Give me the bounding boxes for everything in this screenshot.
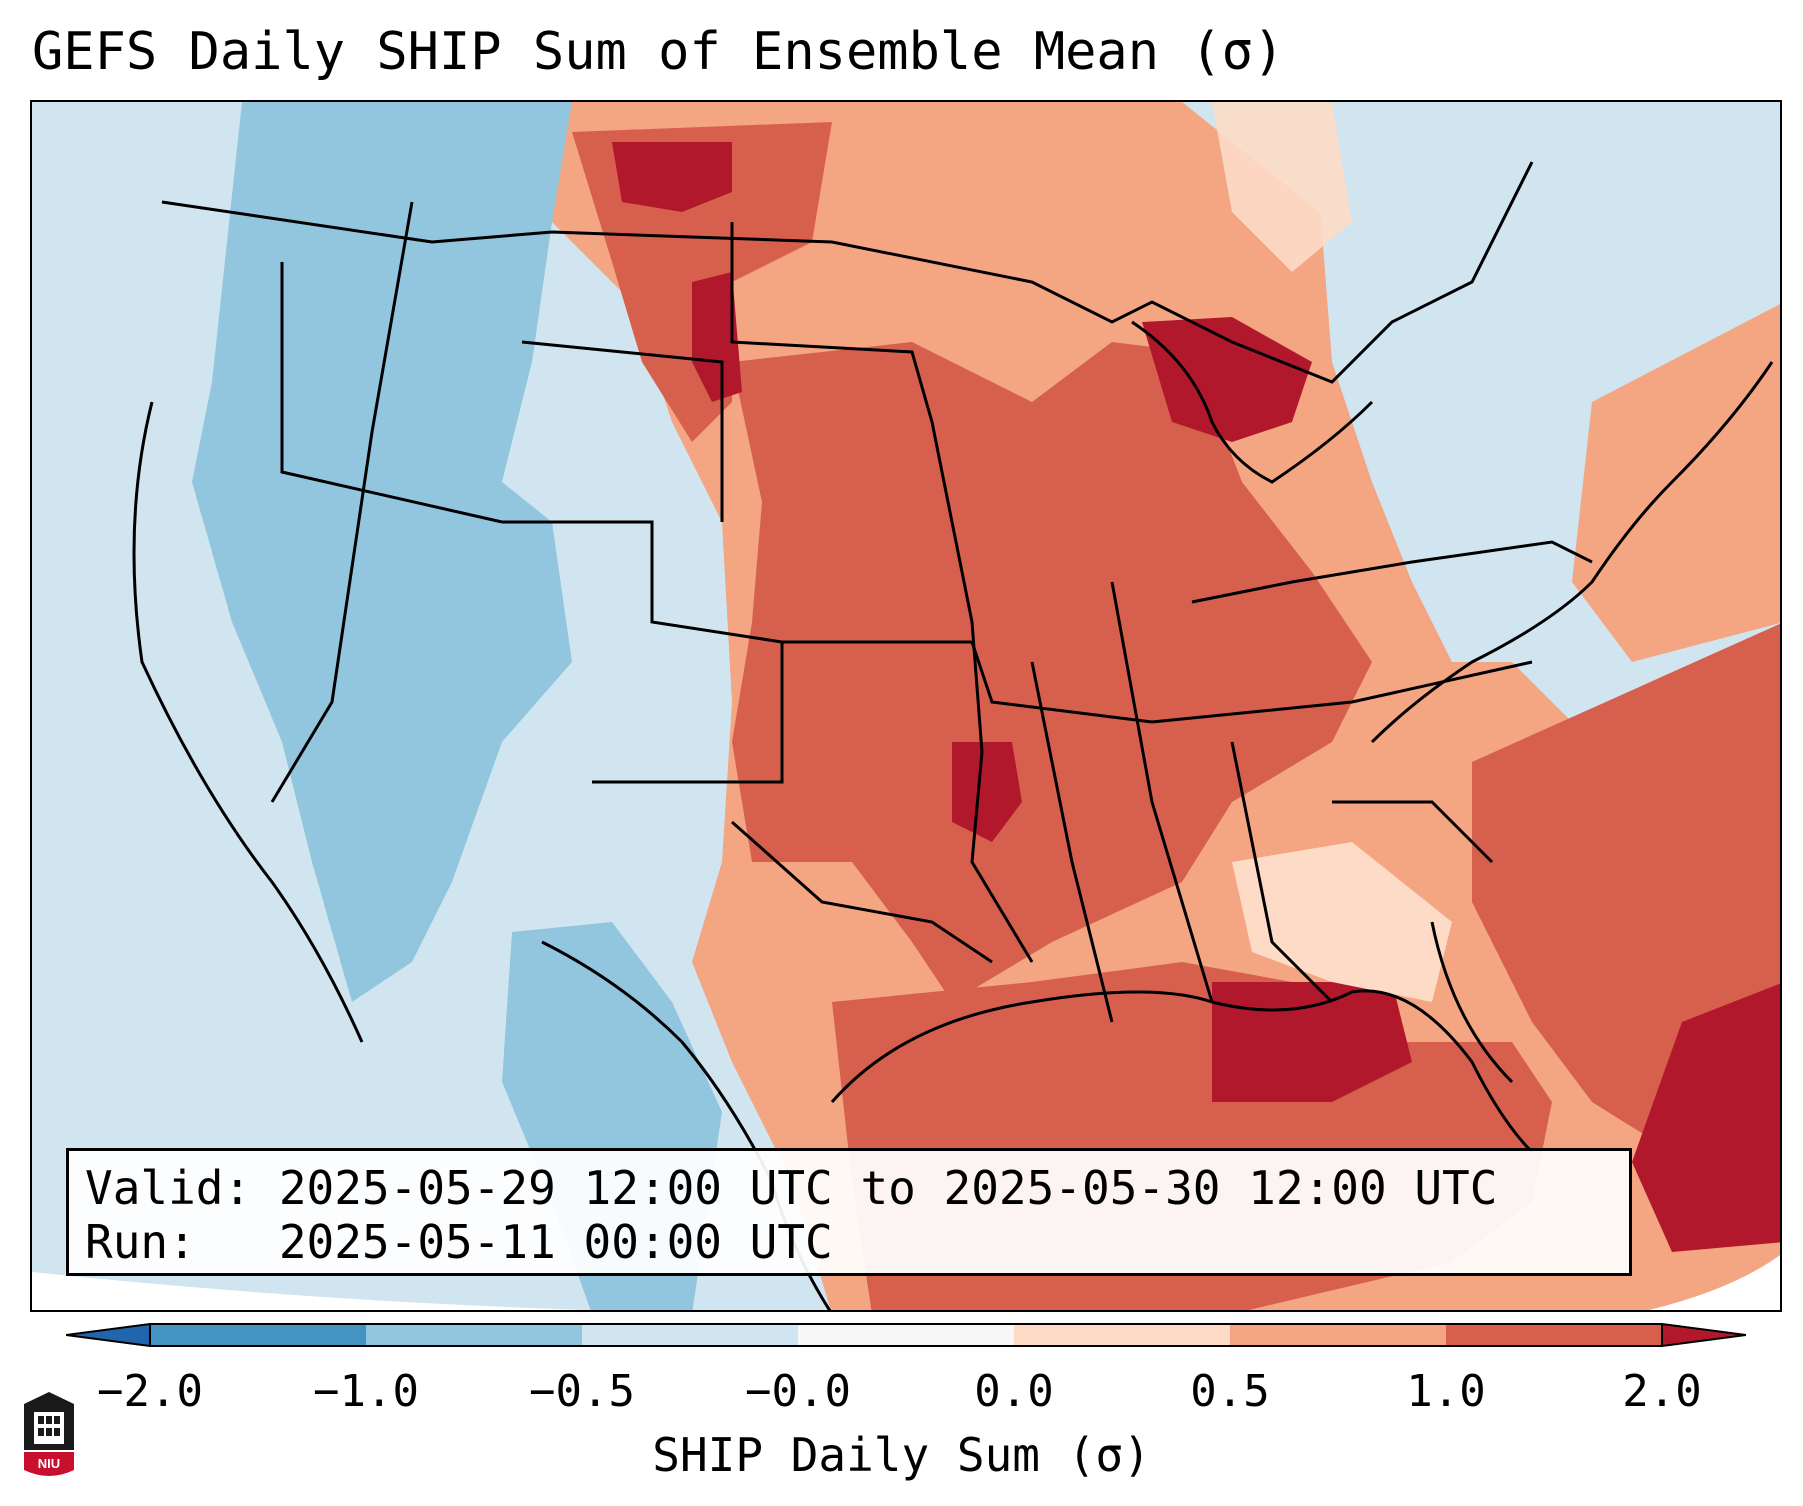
great-lakes-peak-anomaly [1142, 317, 1312, 442]
logo-text: NIU [38, 1456, 60, 1471]
domain-edge-bottom-left [32, 1272, 586, 1310]
colorbar-tick-2-0: 2.0 [1622, 1366, 1702, 1417]
colorbar-tick-0-0: 0.0 [974, 1366, 1054, 1417]
map-title: GEFS Daily SHIP Sum of Ensemble Mean (σ) [32, 22, 1285, 82]
run-time-text: Run: 2025-05-11 00:00 UTC [85, 1215, 833, 1269]
colorbar [66, 1322, 1746, 1348]
montana-peak-anomaly [612, 142, 732, 212]
colorbar-extend-max [1661, 1322, 1746, 1348]
gulf-peak-anomaly [1212, 982, 1412, 1102]
map-panel [30, 100, 1782, 1312]
colorbar-segment [798, 1324, 1014, 1346]
eastern-canada-anomaly [1212, 102, 1352, 272]
colorbar-tick-0-5: 0.5 [1190, 1366, 1270, 1417]
colorbar-segment [582, 1324, 798, 1346]
colorbar-segment [366, 1324, 582, 1346]
colorbar-tick-neg-0-0: −0.0 [745, 1366, 851, 1417]
valid-run-info-box: Valid: 2025-05-29 12:00 UTC to 2025-05-3… [66, 1148, 1632, 1276]
colorbar-extend-min [66, 1322, 151, 1348]
north-dakota-peak-anomaly [692, 272, 742, 402]
colorbar-tick-neg-0-5: −0.5 [529, 1366, 635, 1417]
caribbean-peak-anomaly [1632, 983, 1780, 1252]
valid-time-text: Valid: 2025-05-29 12:00 UTC to 2025-05-3… [85, 1161, 1498, 1215]
atlantic-light-anomaly [1572, 304, 1780, 662]
colorbar-segment [1014, 1324, 1230, 1346]
anomaly-field-map [32, 102, 1780, 1310]
colorbar-label: SHIP Daily Sum (σ) [652, 1428, 1151, 1482]
southeast-light-anomaly [1232, 842, 1452, 1002]
colorbar-segments [66, 1322, 1746, 1348]
colorbar-outline [149, 1323, 1663, 1347]
colorbar-tick-neg-1: −1.0 [313, 1366, 419, 1417]
domain-edge-bottom-right [1649, 1254, 1780, 1310]
colorbar-tick-neg-2: −2.0 [97, 1366, 203, 1417]
niu-university-seal-icon: NIU [24, 1392, 74, 1476]
colorbar-segment [150, 1324, 366, 1346]
oklahoma-peak-anomaly [952, 742, 1022, 842]
state-boundaries [132, 161, 1774, 1310]
colorbar-segment [1446, 1324, 1662, 1346]
colorbar-tick-1-0: 1.0 [1406, 1366, 1486, 1417]
pacific-northwest-anomaly [262, 172, 422, 402]
colorbar-segment [1230, 1324, 1446, 1346]
central-us-strong-anomaly [732, 342, 1372, 1002]
